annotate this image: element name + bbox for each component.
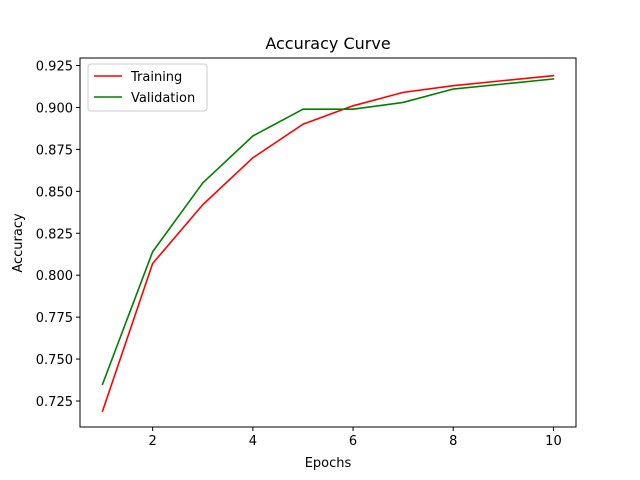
y-tick-label: 0.900: [36, 101, 73, 116]
y-tick-label: 0.750: [36, 353, 73, 368]
series-lines: [101, 74, 555, 413]
chart-title: Accuracy Curve: [265, 34, 390, 53]
y-tick-label: 0.925: [36, 60, 73, 75]
y-tick-label: 0.800: [36, 269, 73, 284]
y-axis-label: Accuracy: [11, 213, 26, 273]
y-axis-ticks: 0.725 0.750 0.775 0.800 0.825 0.850 0.875 0.900…: [36, 60, 80, 410]
x-axis-ticks: 2 4 6 8 10: [149, 427, 562, 449]
y-tick-label: 0.775: [36, 311, 73, 326]
x-axis-label: Epochs: [305, 456, 352, 471]
legend-label-validation: Validation: [131, 91, 195, 106]
legend-label-training: Training: [130, 70, 182, 85]
y-tick-label: 0.825: [36, 227, 73, 242]
x-tick-label: 2: [149, 434, 157, 449]
plot-area: [79, 57, 577, 428]
x-tick-label: 6: [349, 434, 357, 449]
y-tick-label: 0.725: [36, 395, 73, 410]
plot-frame: [79, 57, 577, 428]
x-tick-label: 8: [449, 434, 457, 449]
legend: Training Validation: [87, 63, 208, 112]
y-tick-label: 0.850: [36, 185, 73, 200]
series-line-validation: [101, 78, 555, 386]
x-tick-label: 4: [249, 434, 257, 449]
y-tick-label: 0.875: [36, 143, 73, 158]
x-tick-label: 10: [545, 434, 562, 449]
series-line-training: [101, 74, 555, 413]
